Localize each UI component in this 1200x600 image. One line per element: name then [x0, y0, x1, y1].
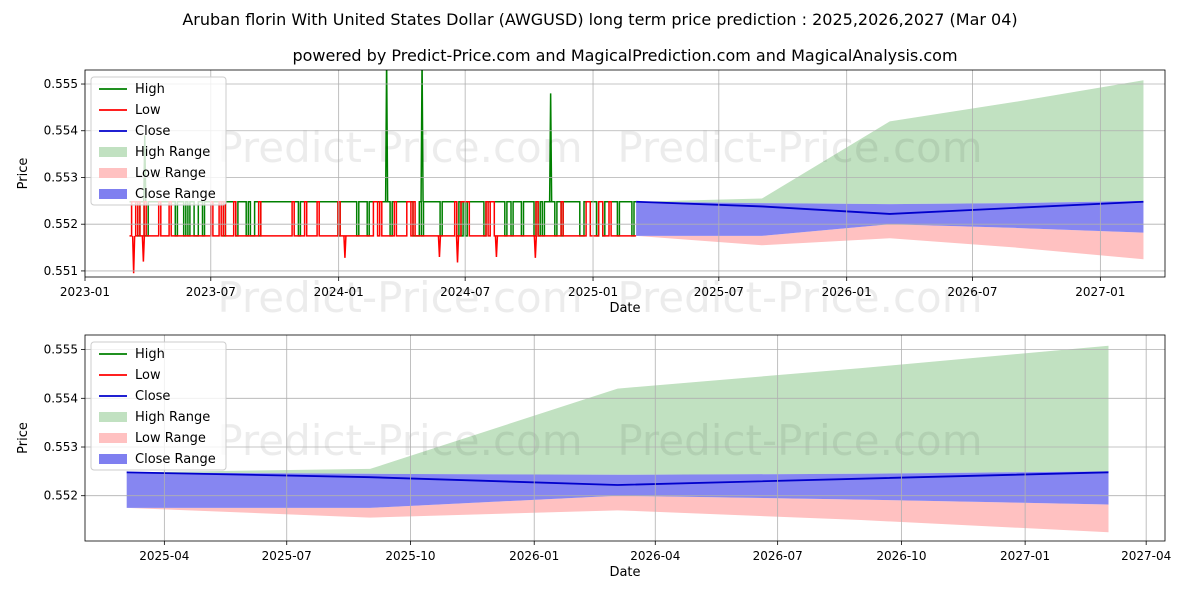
x-tick-label: 2025-04	[139, 549, 189, 563]
high-range-band	[636, 80, 1144, 205]
y-axis-label: Price	[16, 422, 31, 454]
close-range-band	[126, 471, 1109, 508]
legend-swatch	[99, 454, 127, 464]
legend-swatch	[99, 189, 127, 199]
x-tick-label: 2026-07	[947, 285, 997, 299]
low-dip	[437, 235, 442, 257]
x-tick-label: 2025-01	[568, 285, 618, 299]
low-line	[129, 201, 637, 237]
low-dip	[494, 235, 499, 257]
watermark: Predict-Price.com	[217, 123, 582, 172]
chart-title: Aruban florin With United States Dollar …	[182, 10, 1017, 29]
x-tick-label: 2026-10	[876, 549, 926, 563]
legend: High Low Close High Range Low Range Close Ran…	[90, 76, 227, 206]
y-tick-label: 0.555	[44, 343, 78, 357]
legend-swatch	[99, 168, 127, 178]
high-spike	[420, 70, 424, 202]
plot-area	[129, 70, 1144, 274]
low-dip	[533, 235, 538, 258]
chart-subtitle: powered by Predict-Price.com and Magical…	[292, 46, 957, 65]
x-tick-label: 2027-01	[1000, 549, 1050, 563]
legend-label: Close	[135, 389, 170, 404]
x-axis-label: Date	[609, 565, 640, 580]
panel-forecast-zoom: Predict-Price.com Predict-Price.com 2025-0…	[16, 334, 1171, 580]
watermark: Predict-Price.com	[617, 123, 982, 172]
high-spike	[548, 93, 553, 202]
watermark: Predict-Price.com	[617, 416, 982, 465]
legend: High Low Close High Range Low Range Close Ran…	[90, 341, 227, 471]
y-tick-label: 0.554	[44, 124, 78, 138]
legend-label: High Range	[135, 145, 210, 160]
y-tick-label: 0.553	[44, 170, 78, 184]
low-dip	[141, 235, 146, 262]
watermark: Predict-Price.com	[217, 273, 582, 322]
close-line	[126, 471, 1109, 486]
x-tick-label: 2026-01	[509, 549, 559, 563]
legend-label: High Range	[135, 410, 210, 425]
plot-area	[126, 345, 1109, 533]
x-axis-label: Date	[609, 301, 640, 316]
plot-frame	[84, 69, 1166, 278]
x-tick-label: 2025-07	[694, 285, 744, 299]
legend-label: Low	[135, 103, 161, 118]
low-dip	[343, 235, 347, 258]
x-tick-label: 2027-04	[1121, 549, 1171, 563]
x-tick-label: 2023-07	[186, 285, 236, 299]
panel-history-and-forecast: Predict-Price.com Predict-Price.com Predic…	[16, 69, 1166, 322]
x-tick-label: 2025-07	[262, 549, 312, 563]
x-tick-label: 2027-01	[1075, 285, 1125, 299]
legend-label: Close Range	[135, 187, 216, 202]
legend-swatch	[99, 433, 127, 443]
high-line	[129, 201, 637, 237]
low-range-band	[126, 495, 1109, 533]
x-tick-label: 2026-07	[753, 549, 803, 563]
y-tick-label: 0.555	[44, 77, 78, 91]
y-tick-label: 0.554	[44, 391, 78, 405]
close-range-band	[636, 200, 1144, 236]
watermark: Predict-Price.com	[617, 273, 982, 322]
x-tick-label: 2026-04	[630, 549, 680, 563]
legend-label: High	[135, 82, 165, 97]
y-tick-label: 0.551	[44, 264, 78, 278]
legend-label: Close	[135, 124, 170, 139]
legend-label: Low	[135, 368, 161, 383]
legend-swatch	[99, 412, 127, 422]
y-tick-label: 0.552	[44, 489, 78, 503]
legend-label: Low Range	[135, 166, 206, 181]
close-line	[636, 200, 1144, 215]
x-tick-label: 2025-10	[385, 549, 435, 563]
y-axis-label: Price	[16, 158, 31, 190]
legend-label: High	[135, 347, 165, 362]
legend-label: Close Range	[135, 452, 216, 467]
x-tick-label: 2024-01	[314, 285, 364, 299]
high-spike	[384, 70, 389, 202]
low-dip	[131, 235, 136, 274]
x-tick-label: 2024-07	[440, 285, 490, 299]
watermark: Predict-Price.com	[217, 416, 582, 465]
y-tick-label: 0.553	[44, 440, 78, 454]
x-tick-label: 2023-01	[60, 285, 110, 299]
high-range-band	[126, 345, 1109, 475]
plot-frame	[84, 334, 1166, 542]
legend-label: Low Range	[135, 431, 206, 446]
x-tick-label: 2026-01	[822, 285, 872, 299]
y-tick-label: 0.552	[44, 217, 78, 231]
low-dip	[455, 235, 460, 263]
legend-swatch	[99, 147, 127, 157]
low-range-band	[636, 224, 1144, 260]
